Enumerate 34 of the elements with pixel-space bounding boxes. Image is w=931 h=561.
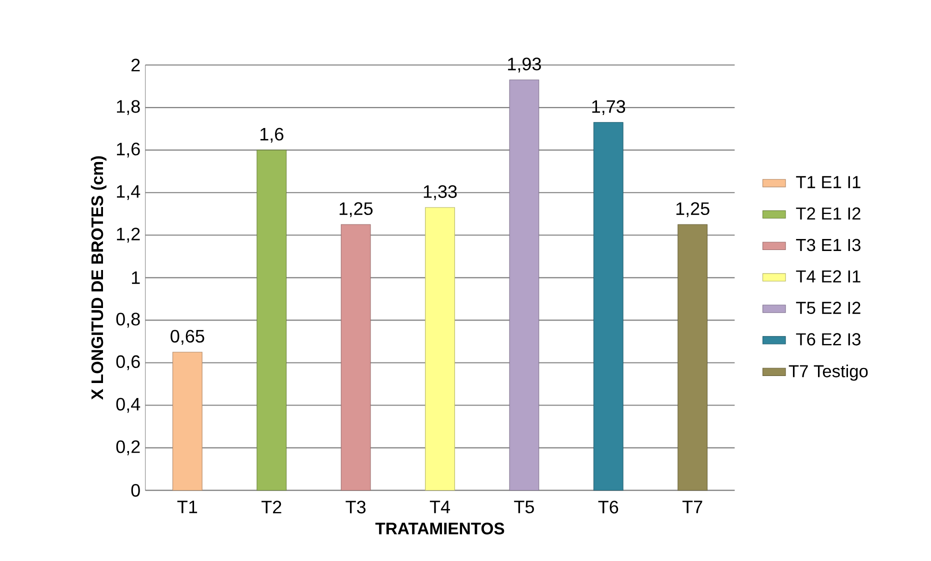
y-tick-label: 0,4 (116, 398, 140, 413)
data-label: 1,25 (340, 202, 373, 218)
legend-label: T5 E2 I2 (796, 302, 860, 314)
x-axis-title: TRATAMIENTOS (375, 522, 504, 534)
data-label: 1,6 (260, 128, 284, 143)
x-tick-label: T4 (430, 500, 450, 514)
data-label: 1,93 (508, 58, 541, 73)
data-label: 1,25 (676, 202, 710, 218)
legend-label: T6 E2 I3 (796, 333, 860, 346)
legend-label: T7 Testigo (788, 364, 868, 381)
x-tick-label: T6 (598, 500, 618, 514)
y-tick-label: 1,2 (116, 228, 140, 243)
y-tick-label: 1,8 (116, 100, 140, 115)
data-label: 1,33 (424, 185, 457, 200)
y-tick-label: 0,6 (116, 355, 140, 370)
data-label: 0,65 (170, 330, 204, 345)
legend-label: T2 E1 I2 (796, 207, 860, 220)
x-tick-label: T1 (177, 500, 198, 514)
legend-label: T3 E1 I3 (796, 238, 860, 252)
legend-label: T4 E2 I1 (796, 270, 860, 282)
x-tick-label: T7 (682, 500, 702, 514)
data-label: 1,73 (592, 100, 626, 116)
y-tick-label: 1,6 (116, 142, 140, 158)
legend-label: T1 E1 I1 (796, 176, 860, 188)
x-tick-label: T5 (514, 500, 534, 514)
y-tick-label: 0,8 (116, 312, 140, 328)
y-tick-label: 1 (132, 271, 140, 284)
y-axis-title: X LONGITUD DE BROTES (cm) (90, 156, 106, 400)
x-tick-label: T3 (346, 500, 366, 514)
y-tick-label: 1,4 (116, 185, 140, 200)
y-tick-label: 0 (131, 484, 140, 497)
x-tick-label: T2 (262, 500, 282, 514)
y-tick-label: 0,2 (116, 440, 140, 456)
y-tick-label: 2 (132, 58, 140, 72)
